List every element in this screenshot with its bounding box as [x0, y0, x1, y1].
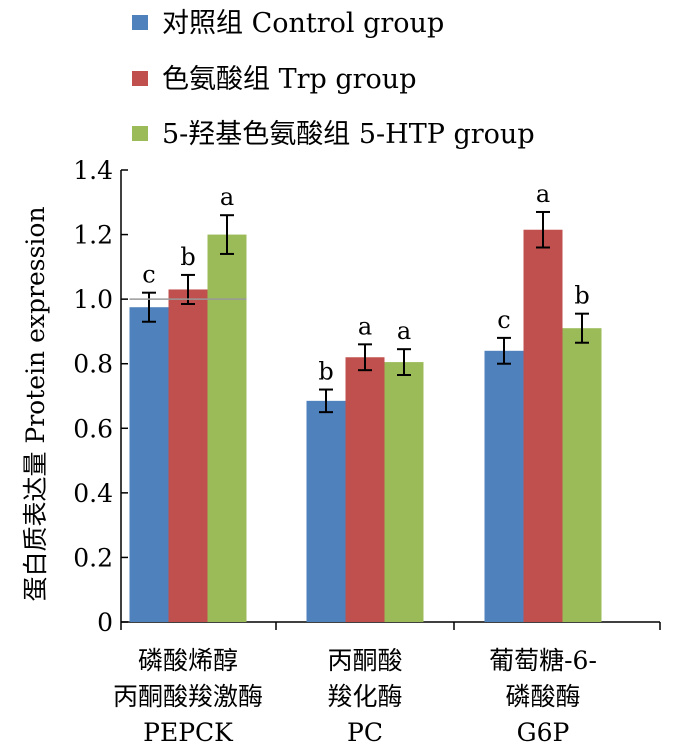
significance-label: a [220, 183, 234, 211]
bar-2-series-3 [384, 362, 424, 622]
y-axis-label: 蛋白质表达量 Protein expression [21, 206, 50, 601]
bar-2-series-1 [306, 400, 346, 622]
significance-label: b [318, 358, 333, 386]
legend-label-3: 5-羟基色氨酸组 5-HTP group [162, 119, 535, 150]
significance-label: a [358, 312, 372, 340]
y-tick-label: 0.4 [73, 479, 113, 508]
significance-label: a [397, 317, 411, 345]
bar-1-series-1 [129, 307, 169, 622]
bar-2-series-2 [345, 357, 385, 622]
x-category-label: PC [347, 718, 383, 747]
x-category-label: 羧化酶 [327, 682, 402, 711]
x-category-label: PEPCK [143, 718, 234, 747]
significance-label: c [142, 261, 155, 289]
y-tick-label: 0.8 [73, 350, 113, 379]
significance-label: b [574, 282, 589, 310]
legend-label-2: 色氨酸组 Trp group [162, 64, 416, 95]
y-tick-label: 1.4 [73, 156, 113, 185]
y-tick-label: 1.0 [73, 285, 113, 314]
x-category-label: 磷酸酶 [505, 682, 580, 711]
bar-3-series-3 [562, 328, 602, 622]
significance-label: a [536, 180, 550, 208]
legend-swatch-2 [132, 71, 148, 86]
x-category-label: 磷酸烯醇 [138, 646, 238, 675]
y-tick-label: 0.2 [73, 543, 113, 572]
x-category-label: 丙酮酸羧激酶 [113, 682, 263, 711]
significance-label: c [497, 306, 510, 334]
legend-label-1: 对照组 Control group [162, 8, 444, 39]
x-category-label: 丙酮酸 [327, 646, 402, 675]
y-tick-label: 0 [97, 608, 113, 637]
y-tick-label: 1.2 [73, 221, 113, 250]
x-category-label: G6P [517, 718, 570, 747]
bar-3-series-2 [523, 229, 563, 622]
bar-1-series-2 [168, 289, 208, 622]
y-tick-label: 0.6 [73, 414, 113, 443]
bar-1-series-3 [207, 234, 247, 623]
legend-swatch-3 [132, 126, 148, 141]
significance-label: b [180, 243, 195, 271]
x-category-label: 葡萄糖-6- [489, 646, 597, 675]
legend-swatch-1 [132, 15, 148, 30]
bar-3-series-1 [484, 350, 524, 622]
